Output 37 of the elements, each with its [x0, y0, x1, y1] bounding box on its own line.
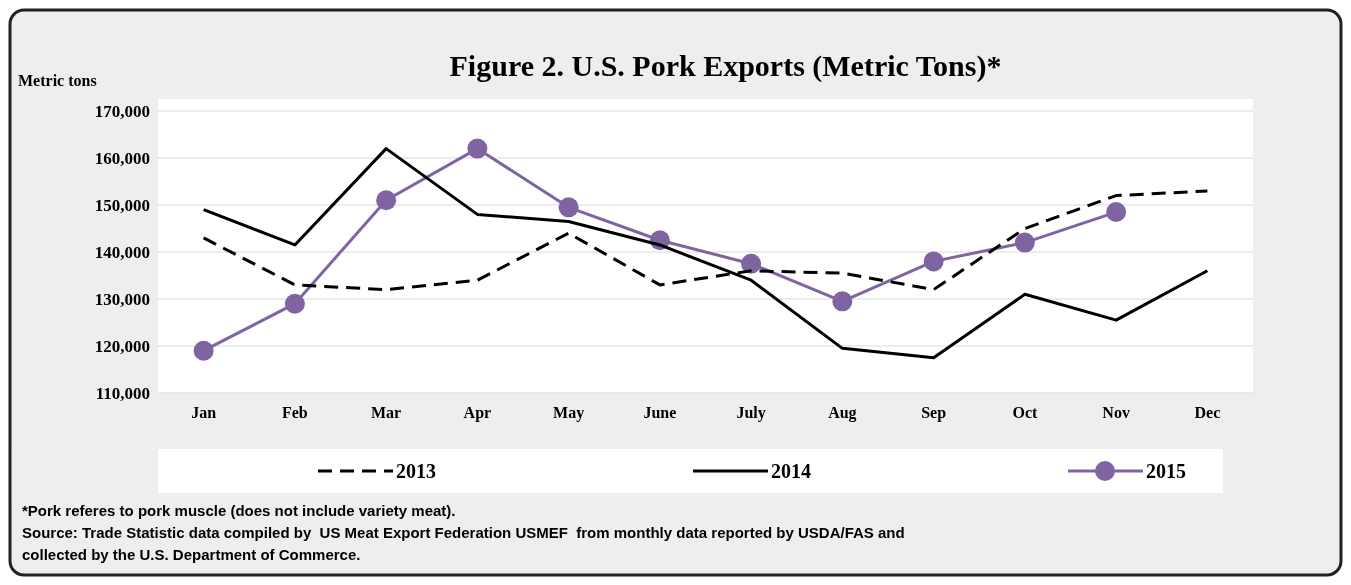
- x-tick-label: Aug: [828, 404, 857, 422]
- legend-label: 2013: [396, 460, 436, 482]
- y-tick-label: 170,000: [94, 101, 150, 121]
- y-tick-label: 150,000: [94, 195, 150, 215]
- x-tick-label: Sep: [921, 404, 947, 422]
- source-note: Source: Trade Statistic data compiled by US Meat Export Federation USMEF from monthly data reported by USDA/FAS and: [22, 524, 905, 541]
- x-tick-label: Dec: [1194, 404, 1221, 421]
- x-tick-label: Nov: [1102, 404, 1130, 421]
- x-tick-label: Mar: [371, 404, 402, 421]
- point: [923, 251, 944, 272]
- point: [193, 340, 214, 361]
- point: [284, 293, 305, 314]
- x-tick-label: May: [553, 404, 585, 422]
- x-tick-label: Jan: [191, 404, 217, 421]
- point: [376, 190, 397, 211]
- x-tick-label: Oct: [1012, 404, 1038, 421]
- chart-title: Figure 2. U.S. Pork Exports (Metric Tons)*: [449, 49, 1002, 83]
- legend-label: 2014: [771, 460, 811, 482]
- point: [741, 253, 762, 274]
- y-tick-label: 130,000: [94, 289, 150, 309]
- text: *Pork referes to pork muscle (does not include variety meat).: [22, 502, 456, 519]
- x-tick-label: July: [736, 404, 766, 422]
- point: [1014, 232, 1035, 253]
- point: [1106, 202, 1127, 223]
- x-tick-label: Feb: [281, 404, 308, 421]
- y-tick-label: 120,000: [94, 336, 150, 356]
- point: [467, 138, 488, 159]
- point: [832, 291, 853, 312]
- y-axis-title: Metric tons: [18, 72, 97, 89]
- y-tick-label: 110,000: [95, 383, 150, 403]
- x-tick-label: June: [643, 404, 677, 421]
- legend-label: 2015: [1146, 460, 1186, 482]
- y-tick-label: 160,000: [94, 148, 150, 168]
- point: [558, 197, 579, 218]
- x-tick-label: Apr: [463, 404, 492, 422]
- y-tick-label: 140,000: [94, 242, 150, 262]
- text: collected by the U.S. Department of Commerce.: [22, 546, 361, 563]
